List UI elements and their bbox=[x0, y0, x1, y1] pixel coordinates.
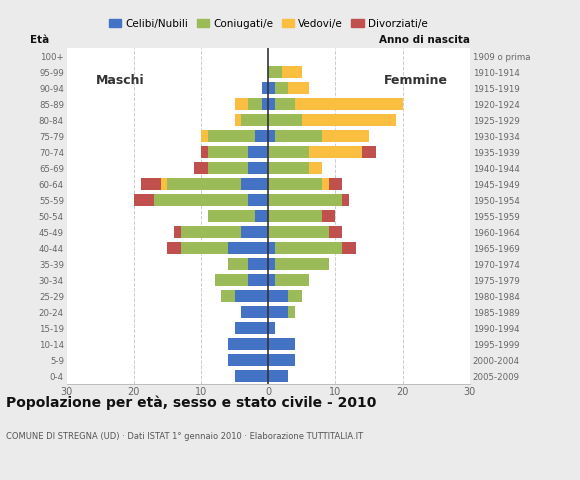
Bar bbox=[268, 162, 309, 174]
Bar bbox=[248, 258, 268, 270]
Bar bbox=[275, 82, 288, 95]
Bar bbox=[275, 241, 342, 254]
Bar bbox=[235, 114, 241, 126]
Bar bbox=[241, 306, 268, 318]
Bar bbox=[282, 66, 302, 78]
Legend: Celibi/Nubili, Coniugati/e, Vedovi/e, Divorziati/e: Celibi/Nubili, Coniugati/e, Vedovi/e, Di… bbox=[104, 14, 432, 33]
Bar bbox=[275, 130, 322, 143]
Bar bbox=[241, 226, 268, 239]
Bar bbox=[268, 210, 322, 222]
Bar bbox=[268, 337, 295, 350]
Bar bbox=[215, 274, 248, 287]
Bar bbox=[342, 241, 356, 254]
Bar bbox=[208, 210, 255, 222]
Bar bbox=[194, 162, 208, 174]
Bar bbox=[268, 114, 302, 126]
Bar bbox=[208, 162, 248, 174]
Bar bbox=[168, 178, 241, 191]
Bar bbox=[302, 114, 396, 126]
Bar bbox=[248, 162, 268, 174]
Bar bbox=[255, 210, 268, 222]
Bar bbox=[208, 130, 255, 143]
Bar bbox=[168, 241, 181, 254]
Bar bbox=[181, 226, 241, 239]
Bar bbox=[362, 145, 376, 158]
Bar bbox=[268, 82, 275, 95]
Bar bbox=[329, 226, 342, 239]
Bar bbox=[268, 274, 275, 287]
Bar bbox=[262, 97, 268, 110]
Bar bbox=[262, 82, 268, 95]
Bar bbox=[288, 289, 302, 302]
Bar bbox=[268, 289, 288, 302]
Bar bbox=[201, 145, 208, 158]
Text: COMUNE DI STREGNA (UD) · Dati ISTAT 1° gennaio 2010 · Elaborazione TUTTITALIA.IT: COMUNE DI STREGNA (UD) · Dati ISTAT 1° g… bbox=[6, 432, 363, 441]
Bar bbox=[248, 193, 268, 206]
Bar bbox=[268, 354, 295, 366]
Bar bbox=[228, 241, 268, 254]
Bar bbox=[309, 145, 362, 158]
Bar bbox=[134, 193, 154, 206]
Bar bbox=[248, 145, 268, 158]
Bar bbox=[268, 241, 275, 254]
Bar bbox=[275, 258, 329, 270]
Text: Anno di nascita: Anno di nascita bbox=[379, 35, 470, 45]
Text: Femmine: Femmine bbox=[384, 73, 448, 86]
Bar bbox=[235, 370, 268, 383]
Bar bbox=[288, 306, 295, 318]
Bar bbox=[241, 114, 268, 126]
Bar bbox=[268, 193, 342, 206]
Bar bbox=[268, 178, 322, 191]
Bar bbox=[235, 97, 248, 110]
Bar bbox=[154, 193, 248, 206]
Bar bbox=[268, 97, 275, 110]
Bar bbox=[342, 193, 349, 206]
Bar bbox=[268, 66, 282, 78]
Bar bbox=[221, 289, 235, 302]
Bar bbox=[268, 322, 275, 335]
Bar bbox=[228, 354, 268, 366]
Bar bbox=[268, 258, 275, 270]
Bar bbox=[275, 274, 309, 287]
Bar bbox=[181, 241, 228, 254]
Bar bbox=[275, 97, 295, 110]
Bar bbox=[208, 145, 248, 158]
Bar bbox=[235, 322, 268, 335]
Bar bbox=[235, 289, 268, 302]
Bar bbox=[140, 178, 161, 191]
Bar bbox=[268, 370, 288, 383]
Bar bbox=[228, 258, 248, 270]
Text: Età: Età bbox=[30, 35, 50, 45]
Bar bbox=[241, 178, 268, 191]
Text: Popolazione per età, sesso e stato civile - 2010: Popolazione per età, sesso e stato civil… bbox=[6, 396, 376, 410]
Bar bbox=[322, 210, 335, 222]
Bar bbox=[161, 178, 168, 191]
Bar bbox=[295, 97, 403, 110]
Bar bbox=[268, 306, 288, 318]
Bar bbox=[309, 162, 322, 174]
Bar bbox=[329, 178, 342, 191]
Bar bbox=[228, 337, 268, 350]
Bar bbox=[255, 130, 268, 143]
Bar bbox=[248, 274, 268, 287]
Bar bbox=[322, 130, 369, 143]
Bar bbox=[248, 97, 262, 110]
Bar bbox=[268, 145, 309, 158]
Bar bbox=[201, 130, 208, 143]
Bar bbox=[268, 226, 329, 239]
Bar bbox=[174, 226, 181, 239]
Bar bbox=[322, 178, 329, 191]
Bar bbox=[288, 82, 309, 95]
Text: Maschi: Maschi bbox=[96, 73, 145, 86]
Bar bbox=[268, 130, 275, 143]
